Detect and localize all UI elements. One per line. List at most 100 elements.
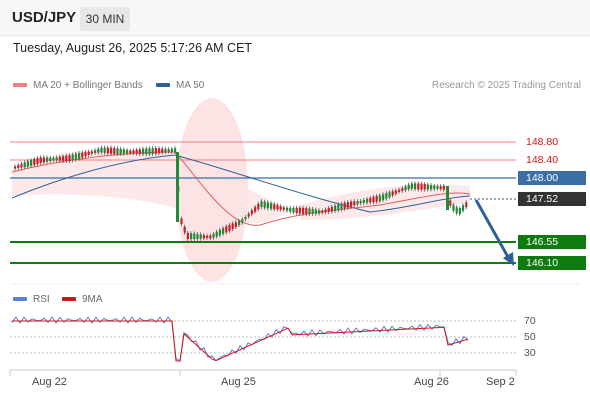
ma20-swatch bbox=[13, 83, 27, 88]
candle bbox=[260, 201, 263, 207]
candle bbox=[65, 155, 68, 162]
candle bbox=[90, 151, 93, 154]
rsi-level-50: 50 bbox=[524, 331, 536, 343]
rsi-ma-legend: 9MA bbox=[62, 294, 103, 305]
candle bbox=[55, 157, 58, 161]
candle bbox=[385, 193, 388, 199]
timeframe-button[interactable]: 30 MIN bbox=[80, 7, 130, 31]
candle bbox=[49, 157, 52, 161]
candle-recent-drop bbox=[446, 186, 449, 210]
candle bbox=[286, 207, 289, 211]
ma20-line bbox=[11, 151, 471, 226]
candle bbox=[87, 151, 90, 155]
candle bbox=[282, 207, 285, 210]
candle bbox=[215, 231, 218, 237]
candle bbox=[324, 209, 327, 213]
candle bbox=[158, 148, 161, 154]
candle bbox=[209, 235, 212, 239]
candle bbox=[151, 148, 154, 155]
candle bbox=[180, 218, 183, 224]
candle bbox=[462, 205, 465, 211]
candle bbox=[26, 161, 29, 167]
candle bbox=[305, 208, 308, 214]
candle bbox=[116, 148, 119, 154]
rsi-level-30: 30 bbox=[524, 347, 536, 359]
candle bbox=[135, 149, 138, 154]
candle bbox=[42, 157, 45, 163]
x-label-sep2: Sep 2 bbox=[486, 376, 515, 388]
candle bbox=[436, 186, 439, 189]
candle bbox=[17, 165, 20, 168]
candle bbox=[279, 206, 282, 210]
candle bbox=[254, 207, 257, 212]
candle bbox=[314, 209, 317, 214]
candle bbox=[417, 183, 420, 190]
candle bbox=[404, 186, 407, 191]
candle bbox=[186, 233, 189, 240]
candle bbox=[110, 147, 113, 154]
candle bbox=[350, 201, 353, 207]
candle bbox=[311, 208, 314, 214]
candle bbox=[218, 229, 221, 236]
candle bbox=[372, 196, 375, 203]
legend-ma50: MA 50 bbox=[156, 80, 204, 91]
x-label-aug25: Aug 25 bbox=[221, 376, 256, 388]
rsi-swatch bbox=[13, 297, 27, 302]
candle bbox=[81, 152, 84, 158]
candle bbox=[273, 204, 276, 210]
candle bbox=[382, 194, 385, 201]
timestamp: Tuesday, August 26, 2025 5:17:26 AM CET bbox=[13, 41, 253, 55]
candle bbox=[449, 200, 452, 206]
level-s1-tag: 146.55 bbox=[518, 235, 586, 249]
candle bbox=[257, 203, 260, 210]
candle bbox=[430, 185, 433, 190]
candle bbox=[250, 210, 253, 215]
candle bbox=[398, 189, 401, 192]
rsi-ma-line bbox=[12, 320, 469, 362]
candle bbox=[340, 203, 343, 210]
candle bbox=[58, 156, 61, 161]
candle bbox=[302, 207, 305, 214]
rsi-line bbox=[11, 316, 469, 362]
candle bbox=[202, 235, 205, 239]
rsi-ma-legend-label: 9MA bbox=[82, 294, 103, 305]
candle bbox=[308, 208, 311, 215]
candle bbox=[334, 205, 337, 211]
candle bbox=[170, 148, 173, 152]
forecast-arrowhead bbox=[503, 252, 514, 266]
candle bbox=[52, 158, 55, 161]
candle bbox=[145, 148, 148, 155]
last-price-tag: 147.52 bbox=[518, 192, 586, 206]
candle bbox=[375, 195, 378, 202]
candle bbox=[193, 233, 196, 240]
candle bbox=[458, 208, 461, 215]
candle bbox=[247, 213, 250, 217]
candle bbox=[452, 204, 455, 211]
candle bbox=[276, 205, 279, 210]
candle bbox=[356, 201, 359, 205]
candle bbox=[346, 202, 349, 208]
rsi-legend-label: RSI bbox=[33, 294, 50, 305]
candlestick-series bbox=[14, 145, 468, 242]
candle bbox=[126, 150, 129, 154]
candle bbox=[74, 153, 77, 160]
candle bbox=[129, 150, 132, 154]
candle bbox=[138, 149, 141, 154]
candle bbox=[238, 220, 241, 226]
candle bbox=[263, 201, 266, 208]
candle bbox=[337, 204, 340, 211]
candle bbox=[410, 183, 413, 189]
candle bbox=[455, 207, 458, 214]
candle bbox=[14, 166, 17, 169]
candle bbox=[119, 148, 122, 154]
candle bbox=[225, 226, 228, 233]
candle bbox=[46, 157, 49, 162]
candle bbox=[241, 219, 244, 223]
candle bbox=[142, 148, 145, 155]
candle bbox=[161, 148, 164, 153]
candle bbox=[39, 157, 42, 163]
candle bbox=[388, 192, 391, 198]
rsi-level-70: 70 bbox=[524, 315, 536, 327]
candle bbox=[270, 203, 273, 209]
